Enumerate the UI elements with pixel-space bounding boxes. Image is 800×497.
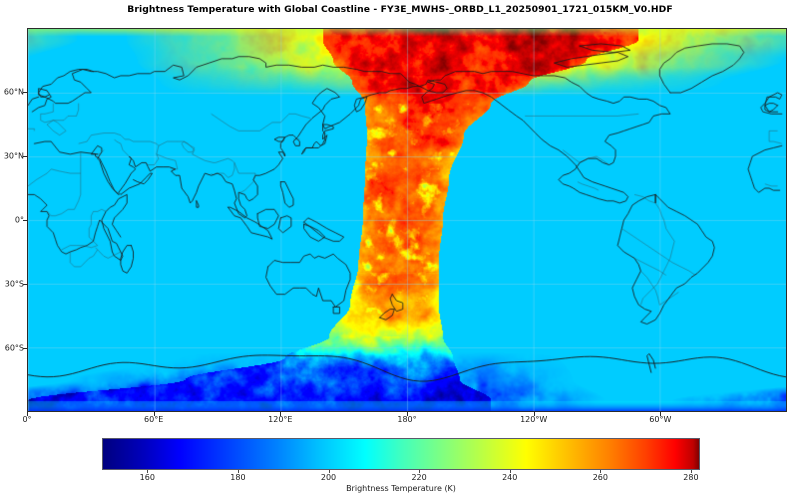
colorbar-label: Brightness Temperature (K) xyxy=(346,484,456,493)
ytick-mark xyxy=(23,284,27,285)
ytick-label: 0° xyxy=(14,215,24,225)
xtick-label: 60°W xyxy=(649,415,672,424)
colorbar-tick-label: 260 xyxy=(592,473,608,482)
colorbar-tick-mark xyxy=(600,470,602,473)
xtick-label: 60°E xyxy=(144,415,164,424)
ytick-label: 60°N xyxy=(3,87,24,97)
colorbar-tick-mark xyxy=(328,470,330,473)
xtick-mark xyxy=(533,412,535,416)
colorbar-tick-mark xyxy=(690,470,692,473)
colorbar-tick-mark xyxy=(509,470,511,473)
xtick-label: 120°E xyxy=(268,415,293,424)
colorbar-tick-label: 200 xyxy=(320,473,337,482)
map-plot-area[interactable] xyxy=(27,28,787,412)
ytick-mark xyxy=(23,220,27,221)
figure-title: Brightness Temperature with Global Coast… xyxy=(127,4,673,15)
colorbar-tick-label: 240 xyxy=(502,473,518,482)
xtick-mark xyxy=(407,412,408,416)
xtick-mark xyxy=(280,412,282,416)
xtick-label: 180° xyxy=(397,415,417,424)
colorbar-tick-mark xyxy=(419,470,421,473)
xtick-mark xyxy=(27,412,28,416)
ytick-mark xyxy=(23,92,27,93)
colorbar-tick-label: 220 xyxy=(411,473,427,482)
xtick-label: 120°W xyxy=(520,415,548,424)
colorbar-tick-mark xyxy=(237,470,239,473)
ytick-label: 30°S xyxy=(4,279,24,289)
colorbar-tick-mark xyxy=(147,470,149,473)
ytick-mark xyxy=(23,156,27,157)
colorbar-tick-label: 160 xyxy=(139,473,155,482)
ytick-mark xyxy=(23,348,27,349)
ytick-label: 60°S xyxy=(4,343,24,353)
colorbar-tick-label: 180 xyxy=(230,473,246,482)
xtick-mark xyxy=(660,412,662,416)
brightness-temperature-heatmap xyxy=(28,29,786,411)
xtick-label: 0° xyxy=(22,415,32,424)
xtick-mark xyxy=(153,412,155,416)
colorbar-tick-label: 280 xyxy=(683,473,699,482)
colorbar[interactable] xyxy=(102,438,700,470)
ytick-label: 30°N xyxy=(3,151,24,161)
